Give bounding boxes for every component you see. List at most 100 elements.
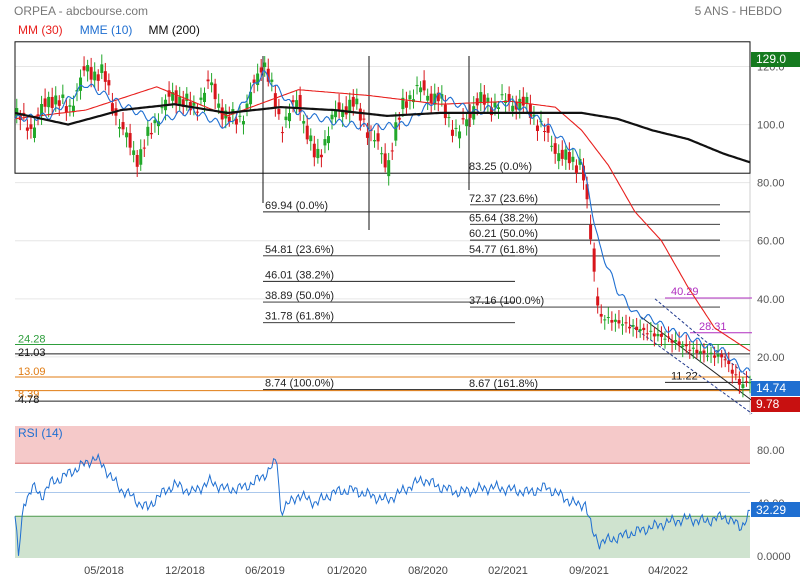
candle-body	[43, 98, 47, 107]
candle-body	[419, 87, 423, 93]
legend-item: MM (30)	[18, 23, 63, 37]
candle-body	[461, 118, 465, 120]
candle-body	[511, 105, 515, 112]
candle-body	[465, 119, 469, 127]
candle-body	[217, 103, 221, 108]
candle-body	[50, 96, 54, 108]
candle-body	[645, 333, 649, 335]
candle-body	[447, 117, 451, 119]
fib-annotation-label: 8.74 (100.0%)	[265, 378, 334, 390]
candle-body	[574, 165, 578, 174]
candle-body	[139, 149, 143, 165]
candle-body	[497, 107, 501, 109]
candle-body	[507, 94, 511, 103]
candle-body	[659, 333, 663, 337]
fib-annotation-label: 72.37 (23.6%)	[469, 193, 538, 205]
candle-body	[273, 93, 277, 108]
candle-body	[121, 122, 125, 130]
price-badge-last-bg	[751, 397, 800, 412]
candle-body	[185, 93, 189, 102]
candle-body	[620, 324, 624, 326]
candle-body	[744, 381, 748, 383]
consolidation-rect	[14, 41, 751, 174]
candle-body	[32, 127, 36, 138]
candle-body	[404, 101, 408, 108]
candle-body	[309, 135, 313, 142]
fib-annotation-label: 69.94 (0.0%)	[265, 200, 328, 212]
candle-body	[422, 80, 426, 91]
candle-body	[305, 125, 309, 140]
moving-average-line	[14, 86, 751, 352]
fib-annotation-label: 65.64 (38.2%)	[469, 212, 538, 224]
candle-body	[532, 114, 536, 117]
candle-body	[681, 345, 685, 347]
candle-body	[36, 114, 40, 116]
price-tick-label: 80.00	[757, 178, 785, 190]
fib-annotation-label: 54.77 (61.8%)	[469, 244, 538, 256]
candle-body	[334, 110, 338, 118]
candle-body	[210, 82, 214, 86]
candle-body	[553, 143, 557, 154]
rsi-oversold-zone	[15, 516, 750, 558]
candle-body	[376, 133, 380, 142]
candle-body	[103, 71, 107, 82]
candle-body	[160, 107, 164, 109]
candle-body	[117, 127, 121, 129]
candle-body	[433, 93, 437, 105]
candle-body	[167, 90, 171, 97]
candle-body	[610, 320, 614, 323]
candle-body	[613, 319, 617, 322]
candle-body	[426, 95, 430, 101]
candle-body	[323, 139, 327, 146]
candle-body	[326, 136, 330, 144]
candle-body	[71, 105, 75, 113]
candle-body	[213, 83, 217, 100]
candle-body	[192, 102, 196, 106]
candle-body	[68, 105, 72, 107]
candle-body	[238, 115, 242, 117]
candle-body	[468, 111, 472, 118]
price-badge-last: 9.78	[756, 397, 780, 411]
candle-body	[132, 150, 136, 155]
candle-body	[153, 120, 157, 124]
candle-body	[284, 116, 288, 121]
candle-body	[96, 74, 100, 81]
level-label: 8.39	[18, 389, 39, 401]
candle-body	[312, 143, 316, 158]
candle-body	[29, 124, 33, 129]
candle-body	[635, 326, 639, 331]
candle-body	[125, 132, 129, 138]
candle-body	[241, 121, 245, 125]
candle-body	[642, 327, 646, 331]
candle-body	[443, 104, 447, 119]
candle-body	[22, 112, 26, 115]
candle-body	[500, 94, 504, 96]
candle-body	[146, 126, 150, 136]
candle-body	[390, 150, 394, 152]
candle-body	[475, 98, 479, 106]
level-label: 21.03	[18, 347, 46, 359]
candle-body	[249, 91, 253, 105]
candle-body	[698, 351, 702, 354]
candle-body	[110, 103, 114, 112]
level-label: 24.28	[18, 333, 46, 345]
fib-annotation-label: 11.22	[671, 370, 698, 382]
candle-body	[436, 92, 440, 102]
candle-body	[348, 99, 352, 114]
candle-body	[571, 156, 575, 162]
rsi-tick-label: 0.0000	[757, 551, 791, 563]
rsi-label: RSI (14)	[18, 426, 63, 440]
chart-source-title: ORPEA - abcbourse.com	[14, 4, 148, 18]
candle-body	[341, 109, 345, 117]
trend-line	[639, 315, 753, 401]
candle-body	[15, 108, 19, 116]
candle-body	[674, 340, 678, 342]
candle-body	[638, 329, 642, 332]
candle-body	[47, 96, 51, 108]
fib-annotation-label: 83.25 (0.0%)	[469, 161, 532, 173]
fib-annotation-label: 38.89 (50.0%)	[265, 290, 334, 302]
candle-body	[64, 106, 68, 113]
candle-body	[57, 100, 61, 106]
fib-annotation-label: 8.67 (161.8%)	[469, 378, 538, 390]
